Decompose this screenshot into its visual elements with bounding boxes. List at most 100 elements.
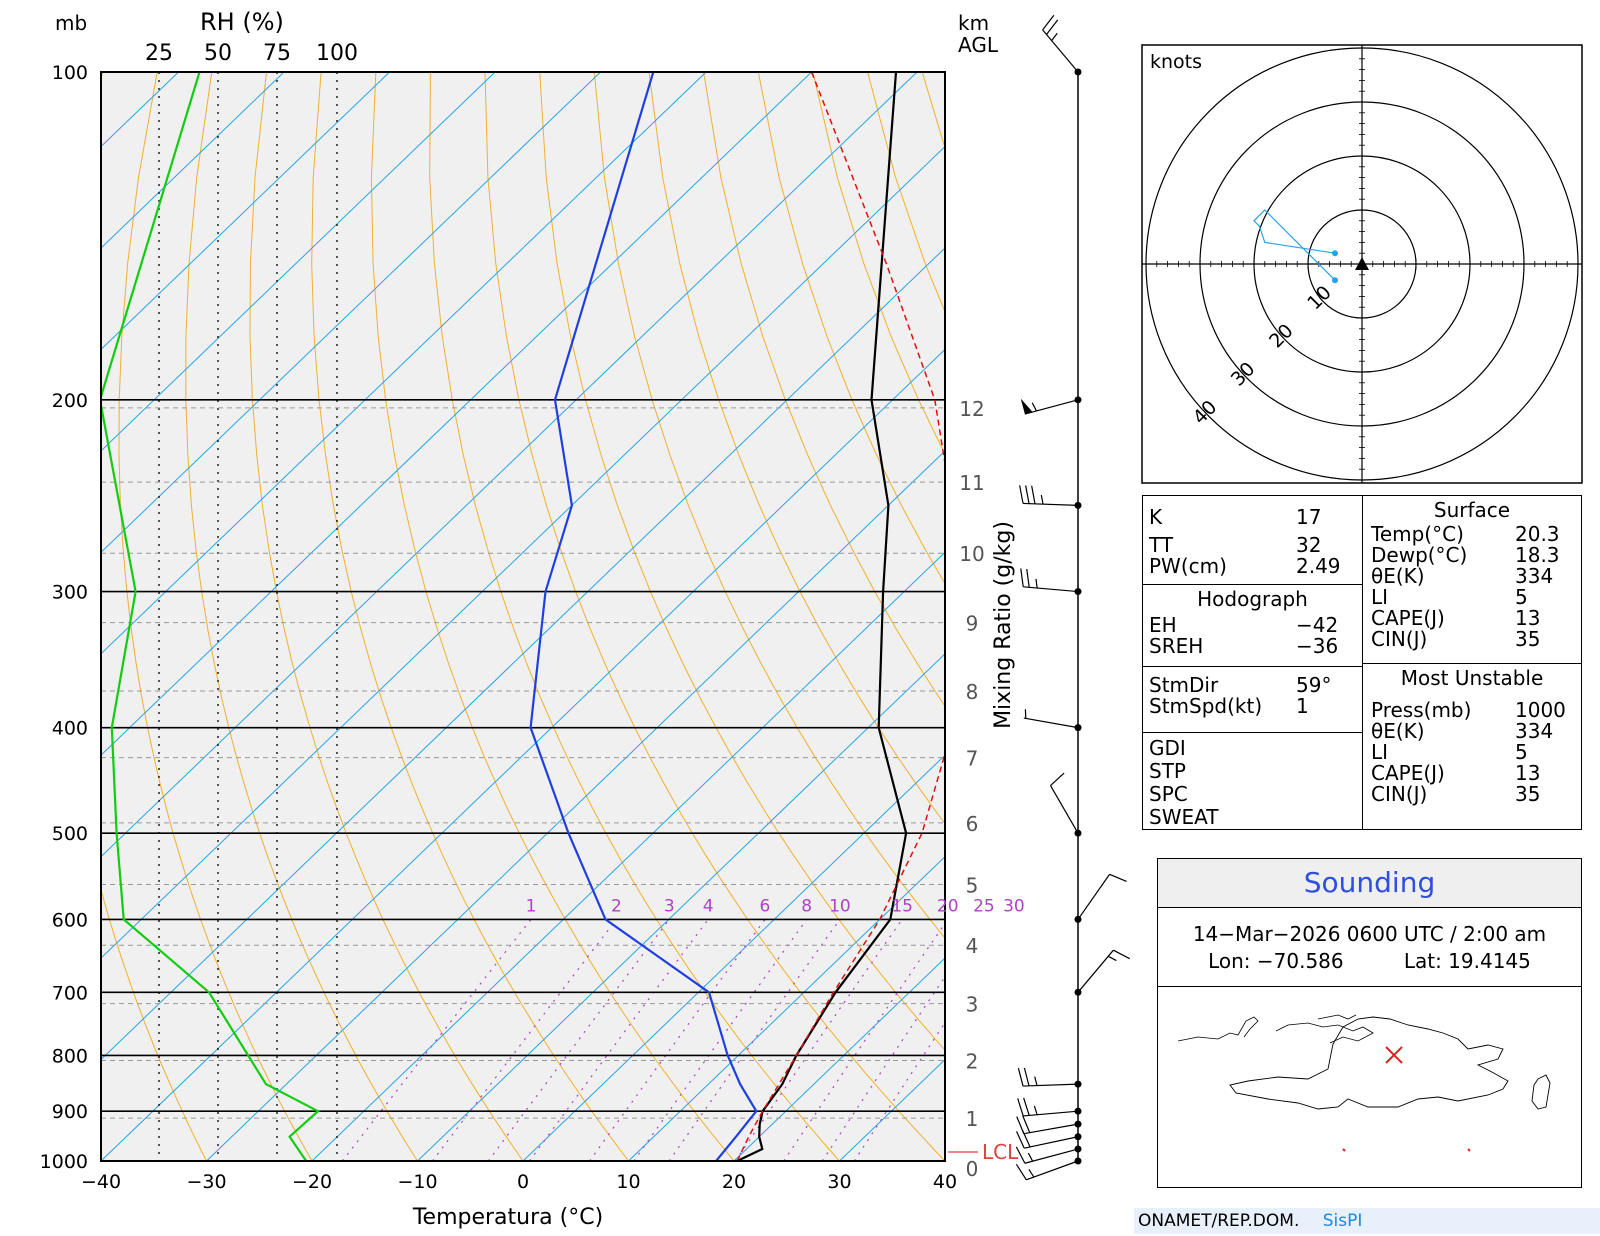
hodograph-endpoint: [1332, 277, 1338, 284]
isotherm: [101, 72, 601, 554]
isotherm: [101, 72, 812, 756]
wind-barb-full: [1022, 1115, 1031, 1133]
mixing-ratio-tick-label: 8: [801, 896, 812, 916]
pressure-tick-label: 100: [52, 62, 88, 84]
hodograph-section: Hodograph EH −42 SREH −36: [1143, 584, 1362, 657]
isotherm: [627, 855, 945, 1161]
isotherm: [522, 754, 945, 1161]
height-tick-label: 1: [966, 1107, 979, 1131]
wind-barb-half: [1028, 1168, 1035, 1178]
surface-cin-value: 35: [1515, 627, 1541, 651]
wind-barb-full: [1113, 949, 1130, 960]
wind-barb-half: [1035, 578, 1038, 589]
rh-axis-label: RH (%): [200, 8, 284, 36]
mu-cin-label: CIN(J): [1371, 782, 1428, 806]
pressure-tick-label: 900: [52, 1101, 88, 1123]
wind-barb-half: [1107, 955, 1117, 962]
map-island-dots: [1342, 1148, 1471, 1152]
dry-adiabat: [429, 72, 841, 1161]
wind-barb-shaft: [1023, 586, 1079, 593]
sounding-lat: Lat: 19.4145: [1403, 949, 1531, 973]
height-unit-label: km: [958, 11, 989, 35]
surface-temp-value: 20.3: [1515, 522, 1560, 546]
surface-cape-value: 13: [1515, 606, 1541, 630]
isotherm: [101, 247, 945, 1061]
footer-org: ONAMET/REP.DOM.: [1138, 1211, 1300, 1231]
wind-barb-shaft: [1023, 502, 1079, 506]
height-tick-label: 5: [966, 874, 979, 898]
pressure-tick-label: 300: [52, 582, 88, 604]
surface-li-value: 5: [1515, 585, 1528, 609]
indices-table: K 17 TT 32 PW(cm) 2.49 Hodograph EH −42 SREH…: [1142, 495, 1582, 830]
sreh-value: −36: [1296, 634, 1339, 658]
temperature-tick-label: −30: [186, 1171, 226, 1193]
wind-barb-full: [1023, 1067, 1030, 1086]
wind-barb-full: [1046, 19, 1059, 35]
dry-adiabat: [101, 72, 208, 1161]
k-index-label: K: [1149, 505, 1163, 529]
height-tick-label: 11: [959, 471, 984, 495]
height-tick-label: 4: [966, 934, 979, 958]
dry-adiabat: [484, 72, 945, 1161]
wind-barb-shaft: [1024, 1136, 1079, 1149]
wind-barb-half: [1051, 32, 1058, 41]
rh-tick-label: 50: [204, 41, 232, 66]
mixing-ratio-tick-label: 1: [526, 896, 537, 916]
pressure-tick-label: 200: [52, 390, 88, 412]
map-tortuga-coast: [1317, 1014, 1357, 1020]
temperature-tick-label: −40: [81, 1171, 121, 1193]
surface-rows: Temp(°C) 20.3 Dewp(°C) 18.3 θE(K) 334 LI 5 C…: [1363, 522, 1581, 650]
wind-barb-full: [1023, 1097, 1030, 1116]
hodograph-endpoint: [1332, 250, 1338, 257]
indices-right-column: Surface Temp(°C) 20.3 Dewp(°C) 18.3 θE(K) 3…: [1363, 496, 1581, 829]
wind-barb-shaft: [1042, 29, 1079, 73]
spc-label: SPC: [1149, 782, 1188, 806]
height-tick-label: 0: [966, 1157, 979, 1181]
dry-adiabat: [757, 72, 945, 585]
dry-adiabat: [593, 72, 945, 939]
temperature-tick-label: 0: [517, 1171, 529, 1193]
storm-dir-label: StmDir: [1149, 673, 1219, 697]
wind-barb-shaft: [1049, 785, 1079, 834]
mixing-ratio-tick-label: 10: [829, 896, 851, 916]
pressure-tick-label: 800: [52, 1045, 88, 1067]
storm-speed-label: StmSpd(kt): [1149, 694, 1263, 718]
pw-label: PW(cm): [1149, 554, 1227, 578]
dry-adiabat: [648, 72, 945, 825]
pressure-tick-label: 600: [52, 909, 88, 931]
eh-label: EH: [1149, 613, 1177, 637]
mixing-ratio-axis-label: Mixing Ratio (g/kg): [991, 521, 1016, 729]
wind-barb-shaft: [1077, 874, 1111, 920]
dewpoint-curve: [529, 72, 758, 1161]
rh-tick-label: 75: [263, 41, 291, 66]
isotherm: [733, 957, 945, 1161]
mu-cape-value: 13: [1515, 761, 1541, 785]
mu-cin-value: 35: [1515, 782, 1541, 806]
tt-index-label: TT: [1149, 533, 1174, 557]
lcl-label: LCL: [982, 1140, 1019, 1164]
wind-barb-shaft: [1023, 1123, 1079, 1135]
temperature-tick-label: −10: [397, 1171, 437, 1193]
mixing-ratio-tick-label: 15: [891, 896, 913, 916]
mixing-ratio-line: [589, 919, 766, 1161]
temperature-tick-label: 40: [933, 1171, 957, 1193]
mixing-ratio-tick-label: 25: [973, 896, 995, 916]
mu-press-value: 1000: [1515, 698, 1566, 722]
hodograph-section-header: Hodograph: [1197, 587, 1308, 611]
isotherm: [205, 450, 945, 1161]
wind-barb-shaft: [1077, 949, 1114, 993]
footer-brand: SisPI: [1322, 1211, 1363, 1231]
dry-adiabat: [703, 72, 945, 707]
isotherm: [416, 653, 945, 1161]
mixing-ratio-tick-label: 3: [664, 896, 675, 916]
sounding-title: Sounding: [1158, 859, 1581, 908]
isotherm: [101, 72, 390, 351]
dry-adiabat: [370, 72, 735, 1161]
surface-temp-label: Temp(°C): [1371, 522, 1464, 546]
mu-thetae-value: 334: [1515, 719, 1554, 743]
surface-cin-label: CIN(J): [1371, 627, 1428, 651]
k-index-value: 17: [1296, 505, 1322, 529]
rh-tick-label: 100: [316, 41, 358, 66]
isotherm: [101, 145, 945, 959]
